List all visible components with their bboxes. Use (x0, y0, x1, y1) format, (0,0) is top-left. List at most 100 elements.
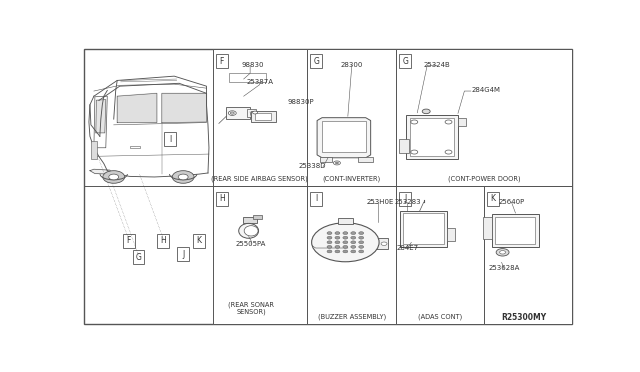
Text: G: G (136, 253, 141, 262)
Circle shape (312, 223, 379, 262)
Text: G: G (313, 57, 319, 66)
Text: R25300MY: R25300MY (501, 313, 547, 322)
Bar (396, 186, 484, 324)
Text: 253H0E: 253H0E (367, 199, 394, 205)
Polygon shape (90, 169, 112, 174)
Circle shape (335, 162, 339, 164)
Circle shape (351, 236, 356, 239)
Bar (399, 139, 409, 154)
Text: (BUZZER ASSEMBLY): (BUZZER ASSEMBLY) (317, 313, 386, 320)
Circle shape (359, 246, 364, 248)
Bar (399, 192, 412, 206)
Bar (410, 118, 454, 156)
Bar (132, 250, 145, 264)
Text: K: K (491, 194, 495, 203)
Text: (REAR SONAR
SENSOR): (REAR SONAR SENSOR) (228, 301, 274, 315)
Circle shape (359, 236, 364, 239)
Bar (255, 113, 271, 120)
Polygon shape (117, 93, 157, 122)
Text: F: F (127, 236, 131, 246)
Circle shape (178, 174, 188, 180)
Bar (400, 211, 447, 247)
Polygon shape (317, 118, 371, 158)
Circle shape (335, 232, 340, 235)
Circle shape (411, 150, 418, 154)
Bar (487, 192, 499, 206)
Bar (129, 146, 140, 148)
Circle shape (359, 241, 364, 244)
Text: F: F (220, 57, 224, 66)
Circle shape (496, 248, 509, 256)
Circle shape (343, 236, 348, 239)
Circle shape (351, 241, 356, 244)
Circle shape (422, 109, 430, 114)
Text: 25324B: 25324B (424, 62, 451, 68)
Circle shape (230, 112, 234, 114)
Text: I: I (315, 194, 317, 203)
Text: 98830P: 98830P (287, 99, 314, 105)
Text: 25338D: 25338D (298, 163, 326, 169)
Text: 284E7: 284E7 (396, 245, 419, 251)
Polygon shape (96, 100, 106, 133)
Circle shape (343, 250, 348, 253)
Circle shape (351, 246, 356, 248)
Bar (216, 54, 228, 68)
Bar (307, 49, 396, 186)
Circle shape (445, 120, 452, 124)
Bar (193, 234, 205, 248)
Text: 28300: 28300 (340, 62, 363, 68)
Bar (213, 49, 307, 186)
Bar (253, 215, 262, 219)
Bar (396, 49, 572, 186)
Circle shape (351, 250, 356, 253)
Bar (374, 238, 388, 250)
Bar (177, 247, 189, 261)
Circle shape (351, 232, 356, 235)
Polygon shape (162, 93, 207, 122)
Bar (322, 121, 365, 152)
Text: (CONT-INVERTER): (CONT-INVERTER) (323, 176, 381, 182)
Bar (484, 186, 572, 324)
Circle shape (335, 246, 340, 248)
Ellipse shape (239, 223, 259, 238)
Text: (CONT-POWER DOOR): (CONT-POWER DOOR) (448, 176, 520, 182)
Bar (229, 73, 266, 82)
Circle shape (333, 161, 340, 165)
Text: G: G (403, 57, 408, 66)
Text: 25640C: 25640C (312, 242, 339, 248)
Bar (91, 141, 97, 159)
Bar (495, 217, 535, 244)
Bar (307, 186, 396, 324)
Circle shape (381, 242, 387, 246)
Bar (123, 234, 134, 248)
Text: 98830: 98830 (241, 62, 264, 68)
Text: 253628A: 253628A (488, 265, 520, 271)
Text: K: K (196, 236, 202, 246)
Text: 25505PA: 25505PA (236, 241, 266, 247)
Bar (243, 217, 257, 223)
Text: 25387A: 25387A (246, 80, 273, 86)
Text: J: J (182, 250, 184, 259)
Bar (338, 218, 353, 224)
Text: 284G4M: 284G4M (472, 87, 501, 93)
Circle shape (359, 232, 364, 235)
Text: 253283: 253283 (394, 199, 420, 205)
Bar (406, 115, 458, 159)
Circle shape (500, 251, 506, 254)
Bar (216, 192, 228, 206)
Text: (REAR SIDE AIRBAG SENSOR): (REAR SIDE AIRBAG SENSOR) (211, 176, 308, 182)
Bar (164, 132, 176, 146)
Circle shape (343, 246, 348, 248)
Circle shape (343, 232, 348, 235)
Bar (251, 111, 276, 122)
Circle shape (228, 111, 236, 115)
Bar (213, 186, 307, 324)
Bar (399, 54, 412, 68)
Bar (403, 213, 444, 244)
Bar (157, 234, 169, 248)
Circle shape (335, 250, 340, 253)
Circle shape (359, 250, 364, 253)
Circle shape (253, 111, 257, 114)
Text: J: J (404, 194, 406, 203)
Circle shape (411, 120, 418, 124)
